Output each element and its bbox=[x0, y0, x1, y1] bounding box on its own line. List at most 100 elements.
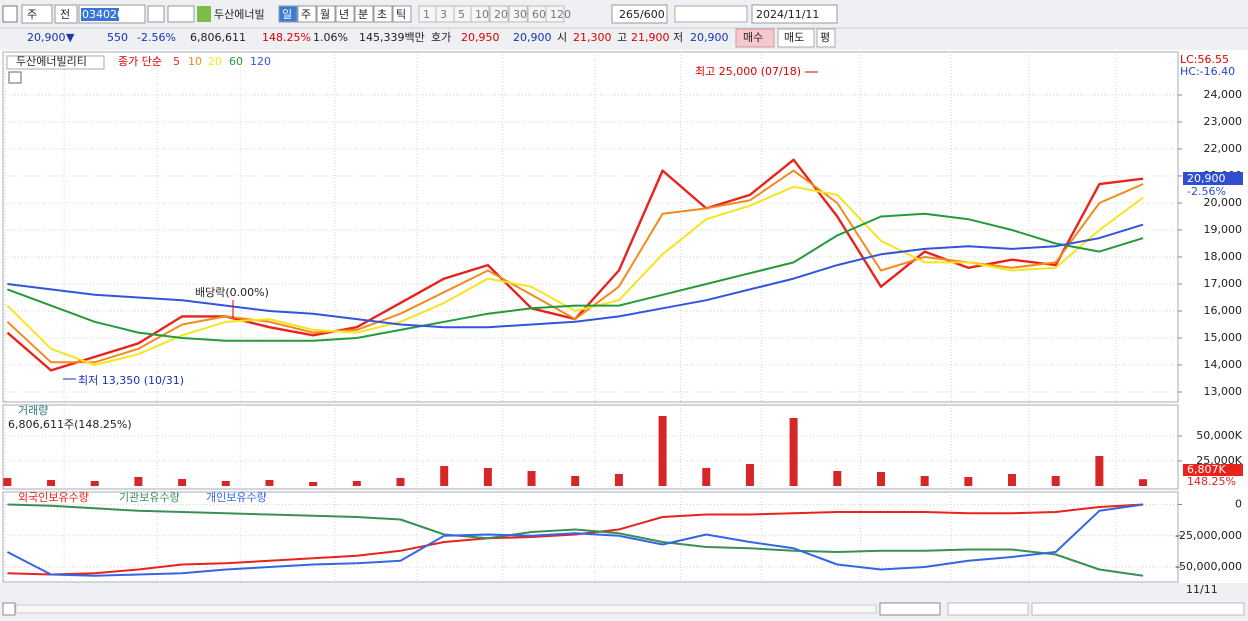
y-tick-label: 14,000 bbox=[1204, 358, 1243, 371]
quote-low: 20,900 bbox=[690, 31, 729, 44]
series-line bbox=[7, 503, 1144, 576]
bar bbox=[1008, 474, 1017, 486]
y-tick-label: 19,000 bbox=[1204, 223, 1243, 236]
period-button[interactable] bbox=[354, 5, 374, 23]
price-title: 두산에너빌리티 bbox=[16, 55, 87, 68]
bar bbox=[876, 472, 885, 486]
bar bbox=[352, 481, 361, 486]
table-icon[interactable] bbox=[8, 71, 22, 84]
scroll-left[interactable] bbox=[2, 602, 16, 616]
period-button[interactable] bbox=[316, 5, 336, 23]
y-tick-label: 24,000 bbox=[1204, 88, 1243, 101]
bar bbox=[964, 477, 973, 486]
low-annotation: 최저 13,350 (10/31) bbox=[78, 374, 184, 387]
period-button[interactable] bbox=[297, 5, 317, 23]
count-button[interactable] bbox=[470, 5, 490, 23]
buy-label: 매수 bbox=[743, 31, 763, 44]
price-subtitle: 종가 단순 bbox=[118, 55, 162, 68]
y-tick-label: 13,000 bbox=[1204, 385, 1243, 398]
count-button[interactable] bbox=[508, 5, 528, 23]
legend-entry: 외국인보유수량 bbox=[18, 491, 89, 504]
period-button[interactable] bbox=[373, 5, 393, 23]
period-button[interactable] bbox=[392, 5, 412, 23]
avg-button[interactable] bbox=[816, 28, 836, 48]
bar bbox=[527, 471, 536, 486]
market-select[interactable] bbox=[21, 4, 53, 24]
sell-label: 매도 bbox=[784, 31, 804, 44]
count-label: 10 bbox=[475, 8, 489, 21]
nav-buttons[interactable] bbox=[879, 602, 941, 616]
y-tick-label: 0 bbox=[1235, 498, 1242, 511]
bar bbox=[396, 478, 405, 486]
legend-entry: 60 bbox=[229, 55, 243, 68]
total-count: /600 bbox=[640, 8, 665, 21]
period-label: 틱 bbox=[396, 8, 406, 21]
period-button[interactable] bbox=[278, 5, 298, 23]
quote-change: 550 bbox=[107, 31, 128, 44]
volume-rate-label: 148.25% bbox=[1187, 475, 1236, 488]
quote-open: 21,300 bbox=[573, 31, 612, 44]
count-button[interactable] bbox=[489, 5, 509, 23]
prev-button[interactable] bbox=[54, 4, 78, 24]
avg-label: 평 bbox=[820, 31, 830, 44]
last-date: 11/11 bbox=[1186, 583, 1218, 596]
bar bbox=[134, 477, 143, 486]
prev: 전 bbox=[60, 8, 70, 21]
count-button[interactable] bbox=[545, 5, 565, 23]
bar bbox=[702, 468, 711, 486]
y-tick-label: -50,000,000 bbox=[1175, 560, 1242, 573]
chart-tools[interactable] bbox=[1031, 602, 1245, 616]
series-line bbox=[6, 158, 1144, 372]
count-input[interactable] bbox=[611, 4, 668, 24]
bar bbox=[440, 466, 449, 486]
y-tick-label: 18,000 bbox=[1204, 250, 1243, 263]
series-line bbox=[7, 212, 1144, 342]
zoom-slider[interactable] bbox=[947, 602, 1029, 616]
stock-name: 두산에너빌 bbox=[214, 8, 265, 21]
quote-amount: 145,339백만 bbox=[359, 31, 425, 44]
price-tag-label: 20,900 bbox=[1187, 172, 1226, 185]
menu-button[interactable] bbox=[2, 5, 18, 23]
quote-open-label: 시 bbox=[557, 31, 567, 44]
market: 주 bbox=[27, 8, 37, 21]
bar bbox=[178, 479, 187, 486]
code: 034020 bbox=[82, 8, 124, 21]
volume-subtitle: 6,806,611주(148.25%) bbox=[8, 418, 132, 431]
quote-high-label: 고 bbox=[617, 31, 627, 44]
date-input[interactable] bbox=[751, 4, 838, 24]
search-button[interactable] bbox=[147, 5, 165, 23]
series-line bbox=[6, 503, 1144, 577]
quote-turnover: 1.06% bbox=[313, 31, 348, 44]
period-label: 주 bbox=[301, 8, 311, 21]
count-label: 120 bbox=[550, 8, 571, 21]
quote-bid-label: 호가 bbox=[431, 31, 451, 44]
y-tick-label: 25,000K bbox=[1196, 454, 1242, 467]
legend-entry: 10 bbox=[188, 55, 202, 68]
scrollbar[interactable] bbox=[15, 604, 877, 614]
hc: HC:-16.40 bbox=[1180, 65, 1235, 78]
y-tick-label: 16,000 bbox=[1204, 304, 1243, 317]
buy-button[interactable] bbox=[735, 28, 775, 48]
credit-badge bbox=[197, 6, 211, 22]
sound-button[interactable] bbox=[167, 5, 195, 23]
legend-entry: 개인보유수량 bbox=[206, 491, 267, 504]
y-tick-label: 23,000 bbox=[1204, 115, 1243, 128]
count-label: 1 bbox=[423, 8, 430, 21]
tool-buttons[interactable] bbox=[674, 5, 748, 23]
legend-entry: 5 bbox=[173, 55, 180, 68]
y-tick-label: -25,000,000 bbox=[1175, 529, 1242, 542]
quote-low-label: 저 bbox=[673, 31, 683, 44]
period-button[interactable] bbox=[335, 5, 355, 23]
legend-entry: 20 bbox=[208, 55, 222, 68]
bar bbox=[221, 481, 230, 486]
volume-tag-label: 6,807K bbox=[1187, 463, 1226, 476]
price-tag bbox=[1183, 172, 1243, 185]
quote-volume-rate: 148.25% bbox=[262, 31, 311, 44]
y-tick-label: 22,000 bbox=[1204, 142, 1243, 155]
bar bbox=[571, 476, 580, 486]
bar bbox=[833, 471, 842, 486]
y-tick-label: 17,000 bbox=[1204, 277, 1243, 290]
sell-button[interactable] bbox=[777, 28, 815, 48]
bar bbox=[3, 478, 12, 486]
count-label: 30 bbox=[513, 8, 527, 21]
